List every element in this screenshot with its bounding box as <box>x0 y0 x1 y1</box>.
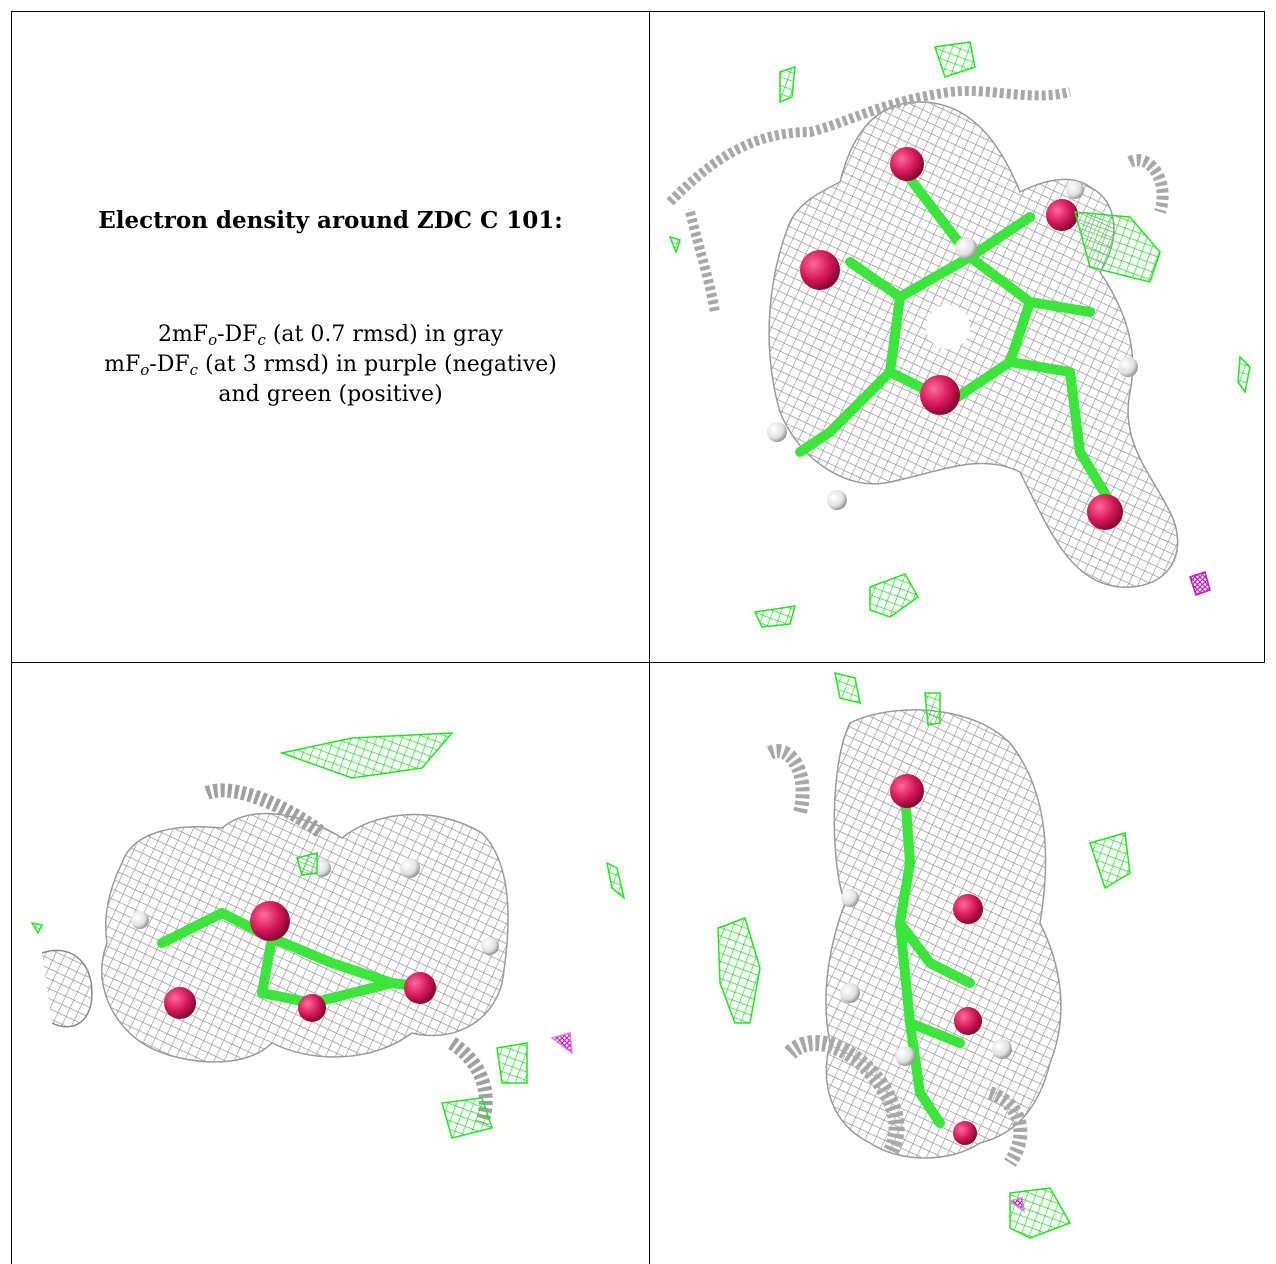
molecule-view-side-icon <box>30 732 626 1139</box>
legend-text: (at 0.7 rmsd) in gray <box>265 322 504 347</box>
legend-description: 2mFo-DFc (at 0.7 rmsd) in gray mFo-DFc (… <box>12 320 649 410</box>
grid-border-left <box>11 11 12 1264</box>
grid-border-top <box>11 11 1265 12</box>
panel-title: Electron density around ZDC C 101: <box>98 207 563 234</box>
density-view-side <box>12 663 649 1263</box>
grid-divider-vertical <box>649 11 650 1264</box>
legend-text: (at 3 rmsd) in purple (negative) <box>198 352 557 377</box>
density-view-top <box>650 12 1264 662</box>
legend-panel: Electron density around ZDC C 101: 2mFo-… <box>12 12 649 662</box>
grid-divider-horizontal <box>11 662 1265 663</box>
legend-sub: o <box>140 361 150 379</box>
legend-sub: c <box>257 331 266 349</box>
molecule-view-top-icon <box>666 41 1251 628</box>
legend-sub: c <box>189 361 199 379</box>
legend-line-mfo: mFo-DFc (at 3 rmsd) in purple (negative) <box>12 350 649 380</box>
legend-text: 2mF <box>157 322 209 347</box>
legend-text: -DF <box>149 352 190 377</box>
legend-text: -DF <box>217 322 258 347</box>
grid-border-right <box>1264 11 1265 662</box>
density-view-end <box>650 663 1264 1263</box>
legend-text: mF <box>104 352 141 377</box>
molecule-view-end-icon <box>717 671 1131 1239</box>
legend-line-green: and green (positive) <box>218 382 443 407</box>
legend-line-2mfo: 2mFo-DFc (at 0.7 rmsd) in gray <box>12 320 649 350</box>
legend-sub: o <box>208 331 218 349</box>
